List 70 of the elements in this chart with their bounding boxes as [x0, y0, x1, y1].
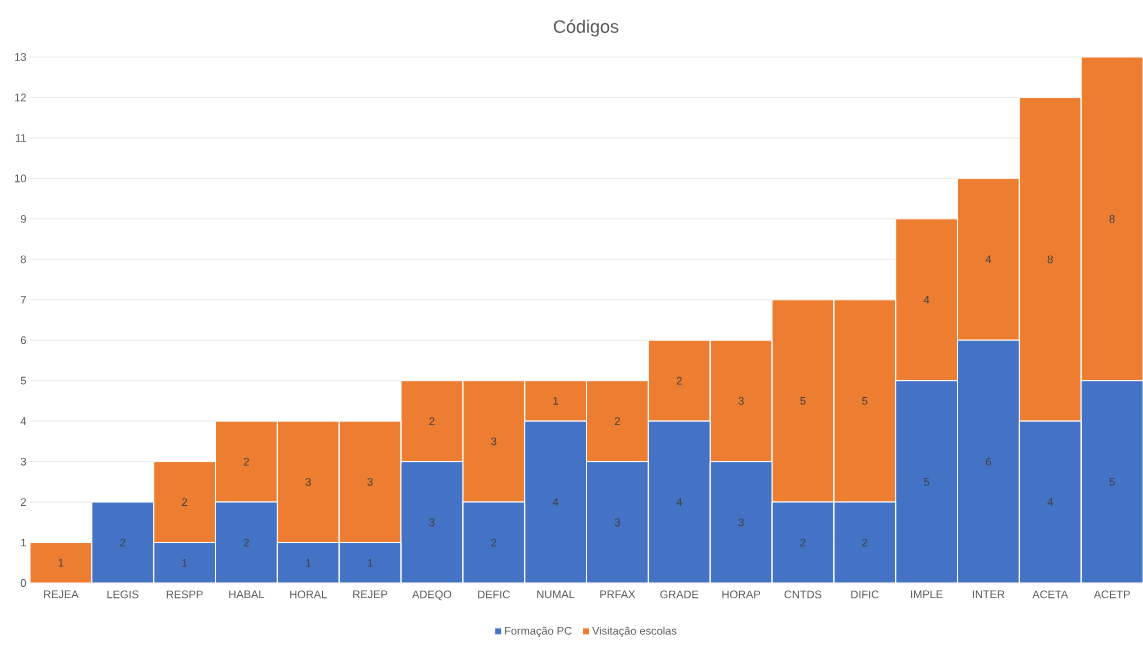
- data-label: 1: [182, 558, 188, 567]
- y-tick-label: 8: [20, 255, 26, 264]
- data-label: 3: [305, 477, 311, 486]
- x-tick-label: REJEA: [44, 590, 79, 599]
- x-tick-label: DEFIC: [478, 590, 510, 599]
- data-label: 3: [738, 397, 744, 405]
- y-tick-label: 10: [15, 174, 27, 183]
- data-label: 2: [676, 376, 682, 385]
- data-label: 1: [553, 397, 559, 405]
- x-tick-label: NUMAL: [537, 590, 575, 599]
- data-label: 2: [243, 538, 249, 547]
- data-label: 1: [58, 558, 64, 567]
- y-tick-label: 6: [20, 336, 26, 345]
- data-label: 2: [182, 498, 188, 506]
- legend-label: Formação PC: [505, 626, 572, 637]
- data-label: 2: [862, 538, 868, 547]
- x-tick-label: HORAP: [722, 590, 761, 599]
- data-label: 3: [429, 518, 435, 527]
- y-tick-label: 7: [20, 295, 26, 304]
- x-tick-label: HABAL: [229, 590, 265, 599]
- data-label: 1: [306, 558, 311, 567]
- y-tick-label: 0: [20, 579, 27, 587]
- data-label: 1: [367, 558, 373, 567]
- x-tick-label: HORAL: [290, 590, 327, 599]
- data-label: 2: [243, 457, 249, 466]
- x-tick-label: DIFIC: [851, 590, 879, 599]
- data-label: 3: [491, 437, 497, 446]
- data-label: 4: [676, 498, 682, 506]
- x-tick-label: PRFAX: [600, 590, 636, 599]
- data-label: 2: [491, 538, 497, 547]
- y-tick-label: 5: [20, 376, 27, 385]
- x-tick-label: RESPP: [166, 590, 203, 599]
- x-tick-label: REJEP: [353, 590, 388, 599]
- x-tick-label: ACETA: [1032, 590, 1069, 599]
- data-label: 2: [614, 417, 620, 425]
- data-label: 2: [800, 538, 806, 547]
- y-tick-label: 3: [20, 457, 26, 466]
- data-label: 4: [923, 295, 930, 304]
- x-tick-label: IMPLE: [911, 590, 943, 599]
- data-label: 6: [985, 457, 991, 466]
- data-label: 8: [1109, 214, 1115, 223]
- data-label: 2: [429, 417, 435, 425]
- data-label: 5: [800, 397, 806, 405]
- data-label: 4: [1047, 498, 1053, 506]
- y-tick-label: 13: [15, 53, 26, 61]
- legend-label: Visitação escolas: [592, 626, 677, 637]
- x-tick-label: ADEQO: [412, 590, 452, 601]
- data-label: 3: [367, 477, 373, 486]
- y-tick-label: 4: [20, 417, 27, 425]
- data-label: 3: [614, 518, 620, 527]
- x-tick-label: ACETP: [1093, 590, 1130, 599]
- data-label: 5: [923, 478, 930, 486]
- y-tick-label: 1: [21, 538, 26, 547]
- y-tick-label: 12: [15, 93, 26, 102]
- x-tick-label: CNTDS: [784, 590, 822, 599]
- y-tick-label: 2: [20, 498, 26, 506]
- data-label: 3: [738, 518, 744, 527]
- bar: [29, 542, 93, 584]
- y-tick-label: 11: [15, 134, 26, 142]
- data-label: 2: [120, 538, 126, 547]
- x-tick-label: LEGIS: [107, 590, 139, 599]
- data-label: 5: [1109, 478, 1115, 486]
- data-label: 8: [1047, 255, 1053, 264]
- data-label: 4: [985, 255, 992, 264]
- x-tick-label: INTER: [972, 590, 1005, 599]
- data-label: 5: [862, 397, 868, 405]
- chart-title: Códigos: [553, 19, 619, 37]
- data-label: 4: [552, 498, 559, 506]
- y-tick-label: 9: [20, 214, 26, 223]
- x-tick-label: GRADE: [660, 590, 699, 599]
